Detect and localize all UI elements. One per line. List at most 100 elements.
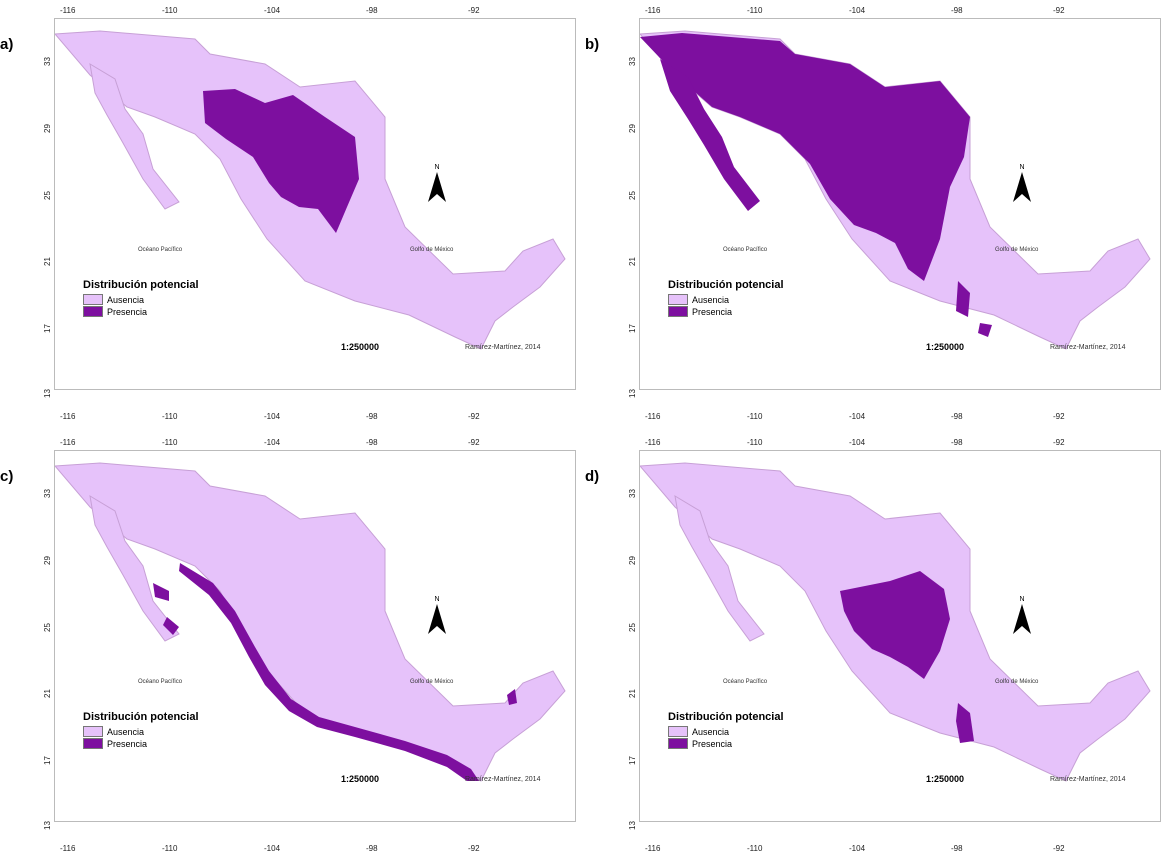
latitude-tick: 29 <box>43 124 52 133</box>
latitude-tick: 25 <box>43 623 52 632</box>
legend-swatch-ausencia <box>668 726 688 737</box>
longitude-tick: -104 <box>264 844 281 853</box>
presencia-region-b <box>640 33 970 281</box>
longitude-tick: -92 <box>1053 412 1065 421</box>
legend-item: Presencia <box>83 738 199 749</box>
longitude-tick: -116 <box>60 412 76 421</box>
latitude-tick: 29 <box>43 556 52 565</box>
ocean-label: Océano Pacífico <box>723 679 768 685</box>
legend-label: Presencia <box>107 738 148 749</box>
north-arrow-icon <box>428 172 446 202</box>
longitude-tick: -116 <box>645 844 661 853</box>
legend-swatch-ausencia <box>668 294 688 305</box>
longitude-tick: -116 <box>645 6 661 15</box>
longitude-tick: -98 <box>366 6 378 15</box>
legend: Distribución potencial Ausencia Presenci… <box>83 279 199 318</box>
legend-item: Ausencia <box>668 294 784 305</box>
mexico-map <box>55 462 566 782</box>
longitude-tick: -110 <box>162 412 178 421</box>
legend-swatch-ausencia <box>83 726 103 737</box>
latitude-tick: 33 <box>43 489 52 498</box>
north-label: N <box>1019 596 1025 603</box>
latitude-tick: 13 <box>628 389 637 398</box>
gulf-label: Golfo de México <box>995 679 1039 685</box>
latitude-tick: 21 <box>43 689 52 698</box>
gulf-label: Golfo de México <box>410 679 454 685</box>
longitude-tick: -104 <box>849 412 866 421</box>
panel-letter: a) <box>0 36 14 53</box>
baja-california <box>674 495 765 642</box>
legend-label: Ausencia <box>692 726 730 737</box>
legend-title: Distribución potencial <box>668 279 784 291</box>
legend-title: Distribución potencial <box>83 711 199 723</box>
legend-label: Presencia <box>692 738 733 749</box>
legend-label: Ausencia <box>107 726 145 737</box>
latitude-tick: 33 <box>628 57 637 66</box>
latitude-tick: 29 <box>628 556 637 565</box>
latitude-tick: 21 <box>43 257 52 266</box>
legend-swatch-ausencia <box>83 294 103 305</box>
longitude-tick: -98 <box>366 438 378 447</box>
north-arrow-icon <box>1013 172 1031 202</box>
legend-item: Ausencia <box>668 726 784 737</box>
credit-label: Ramírez-Martínez, 2014 <box>1050 344 1126 351</box>
latitude-tick: 33 <box>628 489 637 498</box>
north-arrow-icon <box>428 604 446 634</box>
presencia-yucatan <box>507 689 517 705</box>
map-panel-d: d) Océano Pacífico Golfo de México N Dis… <box>585 438 1169 853</box>
longitude-tick: -104 <box>849 438 866 447</box>
longitude-tick: -110 <box>747 438 763 447</box>
presencia-south <box>956 703 974 743</box>
legend-label: Ausencia <box>692 294 730 305</box>
latitude-tick: 21 <box>628 689 637 698</box>
mexico-ausencia <box>55 462 566 782</box>
scale-label: 1:250000 <box>926 774 965 784</box>
map-frame: Océano Pacífico Golfo de México N Distri… <box>639 18 1161 390</box>
scale-label: 1:250000 <box>341 342 380 352</box>
legend: Distribución potencial Ausencia Presenci… <box>83 711 199 750</box>
presencia-region-a <box>203 89 359 233</box>
scale-label: 1:250000 <box>341 774 380 784</box>
latitude-tick: 17 <box>628 324 637 333</box>
latitude-tick: 13 <box>628 821 637 830</box>
longitude-tick: -104 <box>849 6 866 15</box>
map-frame: Océano Pacífico Golfo de México N Distri… <box>639 450 1161 822</box>
latitude-tick: 25 <box>43 191 52 200</box>
presencia-baja <box>153 583 179 635</box>
longitude-tick: -92 <box>468 438 480 447</box>
latitude-tick: 33 <box>43 57 52 66</box>
legend-item: Ausencia <box>83 294 199 305</box>
legend-label: Ausencia <box>107 294 145 305</box>
legend-title: Distribución potencial <box>668 711 784 723</box>
latitude-tick: 17 <box>43 756 52 765</box>
longitude-tick: -98 <box>951 438 963 447</box>
longitude-tick: -98 <box>951 844 963 853</box>
credit-label: Ramírez-Martínez, 2014 <box>465 776 541 783</box>
north-arrow: N <box>427 164 447 202</box>
longitude-tick: -104 <box>264 412 281 421</box>
latitude-tick: 17 <box>628 756 637 765</box>
longitude-tick: -116 <box>645 412 661 421</box>
legend-item: Ausencia <box>83 726 199 737</box>
baja-california <box>660 59 760 211</box>
longitude-tick: -116 <box>60 438 76 447</box>
longitude-tick: -98 <box>366 844 378 853</box>
longitude-tick: -110 <box>162 844 178 853</box>
longitude-tick: -104 <box>264 6 281 15</box>
north-label: N <box>434 164 440 171</box>
panel-letter: b) <box>585 36 600 53</box>
north-arrow: N <box>1012 596 1032 634</box>
legend-item: Presencia <box>668 738 784 749</box>
credit-label: Ramírez-Martínez, 2014 <box>465 344 541 351</box>
legend-swatch-presencia <box>668 738 688 749</box>
panel-letter: d) <box>585 468 600 485</box>
latitude-tick: 21 <box>628 257 637 266</box>
latitude-tick: 29 <box>628 124 637 133</box>
mexico-map <box>640 462 1151 782</box>
longitude-tick: -104 <box>849 844 866 853</box>
longitude-tick: -98 <box>951 6 963 15</box>
gulf-label: Golfo de México <box>410 247 454 253</box>
longitude-tick: -92 <box>468 844 480 853</box>
scale-label: 1:250000 <box>926 342 965 352</box>
longitude-tick: -98 <box>366 412 378 421</box>
